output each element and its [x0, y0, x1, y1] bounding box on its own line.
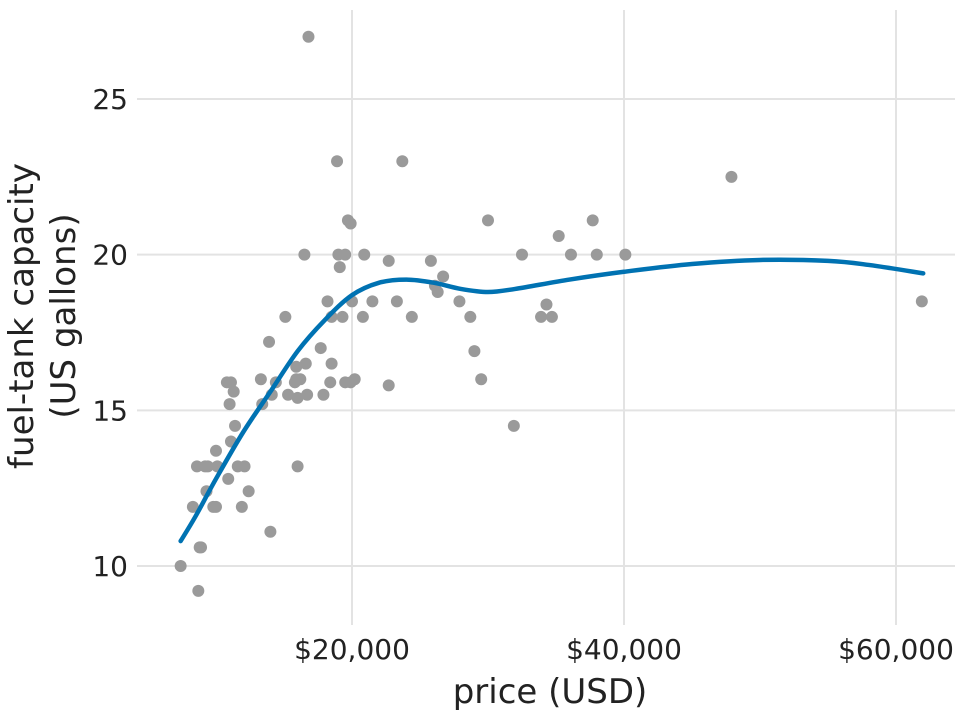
data-point [299, 357, 312, 370]
data-point [356, 310, 369, 323]
data-point [344, 217, 357, 230]
y-tick-label: 20 [92, 239, 128, 272]
data-point [396, 155, 409, 168]
data-point [339, 248, 352, 261]
y-axis-title-line-2: (US gallons) [44, 213, 84, 418]
data-point [482, 214, 494, 227]
data-point [222, 472, 235, 485]
data-point [282, 388, 295, 401]
x-tick-label: $40,000 [566, 633, 682, 666]
data-point [424, 254, 437, 267]
y-axis-title-line-1: fuel-tank capacity [2, 163, 42, 469]
data-point [201, 460, 214, 473]
data-point [586, 214, 599, 227]
data-point [475, 373, 488, 386]
tick-labels: 10 15 20 25 $20,000 $40,000 $60,000 [92, 83, 954, 666]
data-point [453, 295, 466, 308]
data-point [192, 584, 205, 597]
data-point [294, 373, 307, 386]
data-point [915, 295, 928, 308]
data-point [325, 357, 338, 370]
data-point [331, 155, 344, 168]
data-point [535, 310, 548, 323]
data-point [324, 376, 337, 389]
data-point [291, 391, 304, 404]
data-point [298, 248, 311, 261]
data-point [564, 248, 577, 261]
data-point [224, 376, 237, 389]
data-point [590, 248, 603, 261]
data-point [238, 460, 251, 473]
data-point [229, 419, 242, 432]
smooth-trend-line [178, 257, 926, 544]
data-point [552, 229, 565, 242]
data-point [242, 485, 255, 498]
data-point [390, 295, 403, 308]
data-point [619, 248, 632, 261]
data-point [263, 335, 276, 348]
x-tick-label: $60,000 [838, 633, 954, 666]
x-axis-title: price (USD) [453, 672, 648, 712]
data-point [254, 373, 267, 386]
x-tick-label: $20,000 [294, 633, 410, 666]
data-point [468, 345, 481, 358]
data-point [382, 379, 395, 392]
data-point [314, 342, 327, 355]
data-point [358, 248, 371, 261]
data-point [302, 30, 315, 43]
data-point [301, 388, 314, 401]
data-point [333, 261, 346, 274]
data-point [516, 248, 528, 261]
smooth-line-layer [178, 257, 926, 544]
data-point [431, 286, 444, 299]
data-point [507, 419, 520, 432]
data-point [545, 310, 558, 323]
data-point [464, 310, 477, 323]
data-point [195, 541, 208, 554]
data-point [223, 398, 236, 411]
y-tick-label: 25 [92, 83, 128, 116]
data-point [382, 254, 395, 267]
data-point [366, 295, 379, 308]
data-point [321, 295, 334, 308]
data-point [540, 298, 553, 311]
data-points [174, 30, 928, 597]
data-point [291, 460, 304, 473]
data-point [186, 500, 199, 513]
data-point [210, 444, 222, 457]
data-point [174, 560, 187, 572]
data-point [317, 388, 330, 401]
y-tick-label: 10 [92, 550, 128, 583]
data-point [437, 270, 450, 283]
data-point [348, 373, 361, 386]
data-point [336, 310, 349, 323]
data-point [405, 310, 418, 323]
data-point [279, 310, 292, 323]
grid [137, 10, 955, 625]
data-point [264, 525, 277, 538]
data-point [235, 500, 248, 513]
y-tick-label: 15 [92, 394, 128, 427]
data-point [227, 385, 240, 398]
data-point [725, 170, 738, 183]
data-point [290, 360, 303, 373]
data-point [210, 500, 222, 513]
